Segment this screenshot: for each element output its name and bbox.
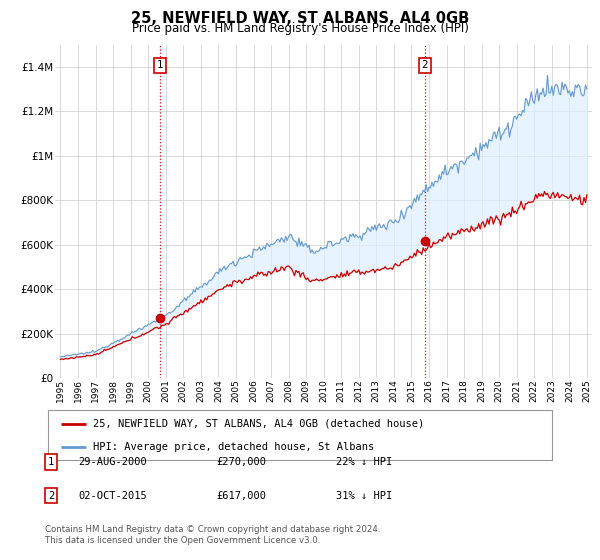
Text: 25, NEWFIELD WAY, ST ALBANS, AL4 0GB (detached house): 25, NEWFIELD WAY, ST ALBANS, AL4 0GB (de… xyxy=(94,418,425,428)
Text: 2: 2 xyxy=(421,60,428,71)
Text: HPI: Average price, detached house, St Albans: HPI: Average price, detached house, St A… xyxy=(94,441,374,451)
Text: Price paid vs. HM Land Registry's House Price Index (HPI): Price paid vs. HM Land Registry's House … xyxy=(131,22,469,35)
Text: 2: 2 xyxy=(48,491,54,501)
Text: £270,000: £270,000 xyxy=(216,457,266,467)
Text: 1: 1 xyxy=(157,60,163,71)
Text: 22% ↓ HPI: 22% ↓ HPI xyxy=(336,457,392,467)
Text: 25, NEWFIELD WAY, ST ALBANS, AL4 0GB: 25, NEWFIELD WAY, ST ALBANS, AL4 0GB xyxy=(131,11,469,26)
Text: Contains HM Land Registry data © Crown copyright and database right 2024.
This d: Contains HM Land Registry data © Crown c… xyxy=(45,525,380,545)
Text: 29-AUG-2000: 29-AUG-2000 xyxy=(78,457,147,467)
Text: 1: 1 xyxy=(48,457,54,467)
Text: 31% ↓ HPI: 31% ↓ HPI xyxy=(336,491,392,501)
Text: £617,000: £617,000 xyxy=(216,491,266,501)
Text: 02-OCT-2015: 02-OCT-2015 xyxy=(78,491,147,501)
